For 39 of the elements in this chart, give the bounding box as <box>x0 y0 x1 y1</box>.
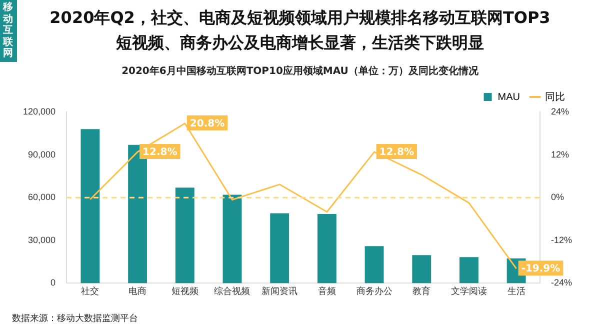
y2-tick-label: -12% <box>550 234 572 245</box>
x-tick-label: 新闻资讯 <box>262 286 298 296</box>
x-tick-label: 社交 <box>81 286 100 296</box>
y-tick-label: 90,000 <box>28 149 56 160</box>
bar <box>364 246 384 284</box>
x-tick-label: 教育 <box>412 286 431 296</box>
x-tick-label: 短视频 <box>171 286 198 296</box>
chart-title: 2020年Q2，社交、电商及短视频领域用户规模排名移动互联网TOP3 <box>48 8 552 29</box>
x-tick-label: 综合视频 <box>214 286 250 296</box>
x-tick-label: 电商 <box>128 286 147 296</box>
bar <box>270 213 290 284</box>
data-label: -19.9% <box>521 264 560 275</box>
data-label: 12.8% <box>142 147 178 158</box>
bar <box>460 257 478 284</box>
y2-tick-label: -24% <box>550 278 572 288</box>
y2-tick-label: 12% <box>550 149 570 160</box>
bar <box>412 255 432 284</box>
bar <box>317 214 336 284</box>
y-tick-label: 120,000 <box>22 106 56 116</box>
y-tick-label: 60,000 <box>28 192 56 202</box>
bar <box>175 188 194 284</box>
y2-tick-label: 0% <box>550 192 564 202</box>
x-tick-label: 文学阅读 <box>450 286 487 296</box>
y2-tick-label: 24% <box>550 106 570 116</box>
y-tick-label: 0 <box>50 278 56 288</box>
data-label: 20.8% <box>190 118 225 130</box>
x-tick-label: 生活 <box>507 286 526 296</box>
x-tick-label: 商务办公 <box>356 286 392 296</box>
text: 2020年6月中国移动互联网TOP10应用领域MAU（单位：万）及同比变化情况 <box>120 64 480 78</box>
legend-label: 同比 <box>545 90 565 103</box>
data-label: 12.8% <box>379 147 414 158</box>
y-tick-label: 30,000 <box>28 234 56 245</box>
bar <box>222 194 242 284</box>
text: 移动互联网 <box>2 2 14 60</box>
legend-label: MAU <box>498 92 520 103</box>
bar <box>80 129 100 284</box>
source-note: 数据来源：移动大数据监测平台 <box>12 312 138 325</box>
chart-subtitle: 短视频、商务办公及电商增长显著，生活类下跌明显 <box>115 33 485 54</box>
x-tick-label: 音频 <box>318 286 336 296</box>
